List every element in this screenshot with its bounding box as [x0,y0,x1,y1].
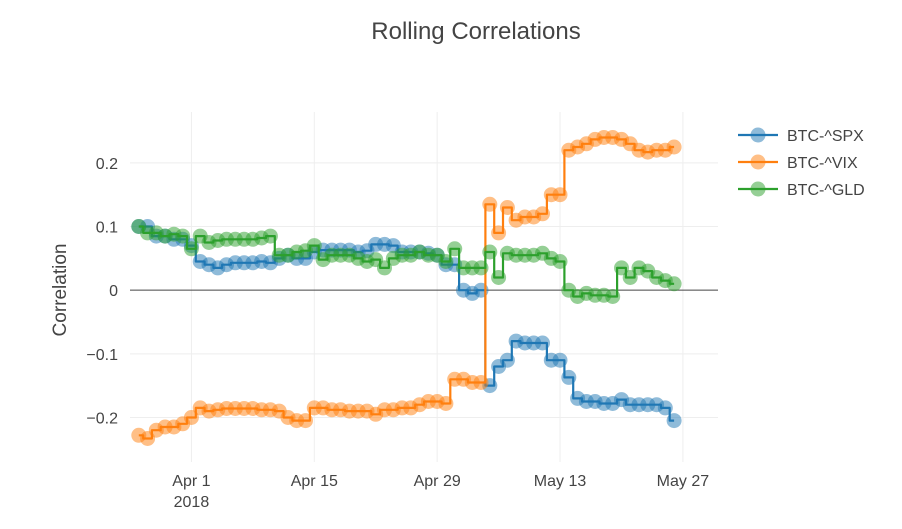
data-point [535,335,550,351]
y-tick-label: 0 [109,283,118,300]
data-point [298,413,313,429]
series-3 [131,219,682,304]
legend-label: BTC-^GLD [787,182,865,199]
data-point [438,254,454,269]
data-point [666,139,682,155]
legend-swatch-marker [750,181,766,197]
y-tick-label: 0.2 [96,156,118,173]
data-point [552,352,568,368]
data-point [622,270,638,285]
data-point [561,369,577,385]
data-point [183,241,199,257]
data-point [552,254,568,269]
x-tick-sublabel: 2018 [174,494,210,511]
x-tick-label: May 27 [657,473,710,490]
legend-label: BTC-^SPX [787,128,864,145]
data-point [666,276,682,292]
legend-item: BTC-^VIX [738,154,858,172]
legend-swatch-marker [750,127,766,143]
x-tick-label: Apr 1 [172,473,210,490]
data-point [377,260,392,276]
data-point [447,241,463,257]
data-point [491,225,507,241]
data-point [535,206,550,222]
data-point [666,413,682,429]
legend-label: BTC-^VIX [787,155,858,172]
legend-item: BTC-^GLD [738,181,865,199]
data-point [183,410,199,425]
y-tick-labels: 0.2 0.1 0 −0.1 −0.2 [86,156,118,428]
legend-item: BTC-^SPX [738,127,864,145]
data-point [175,228,191,244]
data-point [482,244,498,260]
series-2 [131,130,682,446]
data-point [499,352,515,368]
legend: BTC-^SPX BTC-^VIX BTC-^GLD [738,127,865,199]
data-point [473,260,489,276]
data-point [306,238,322,254]
y-axis-label: Correlation [50,244,71,337]
data-point [614,260,629,276]
data-point [438,396,454,411]
series-group [131,130,682,446]
x-tick-label: Apr 29 [414,473,461,490]
x-tick-labels: Apr 1 2018 Apr 15 Apr 29 May 13 May 27 [172,473,709,511]
x-tick-label: May 13 [534,473,587,490]
y-tick-label: 0.1 [96,220,118,237]
y-tick-label: −0.2 [86,410,118,427]
legend-swatch-marker [750,154,766,170]
chart-title: Rolling Correlations [371,18,580,45]
data-point [491,270,507,285]
data-point [499,200,515,215]
data-point [262,228,278,244]
data-point [552,187,568,203]
data-point [482,196,498,212]
data-point [605,289,621,304]
y-tick-label: −0.1 [86,347,118,364]
x-tick-label: Apr 15 [291,473,338,490]
data-point [657,400,673,416]
data-point [473,375,489,390]
grid-lines [130,112,718,462]
